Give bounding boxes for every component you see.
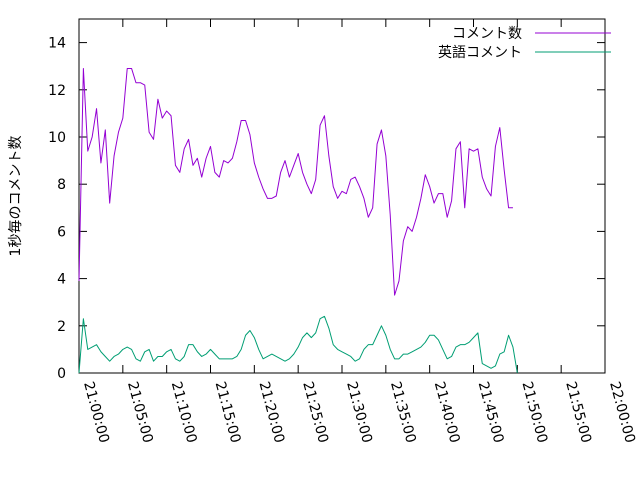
legend-label-comment-count: コメント数 [452, 26, 522, 42]
x-tick-label: 21:00:00 [80, 380, 112, 445]
series-line-comment-count [78, 68, 513, 296]
x-tick-label: 21:30:00 [343, 380, 375, 445]
y-tick-label: 14 [48, 36, 66, 52]
x-tick-label: 21:15:00 [212, 380, 244, 445]
y-tick-label: 8 [57, 177, 66, 193]
y-tick-label: 4 [57, 272, 66, 288]
y-axis-label: 1秒毎のコメント数 [8, 136, 24, 257]
x-tick-label: 21:10:00 [168, 380, 200, 445]
y-tick-label: 0 [57, 366, 66, 382]
x-tick-label: 21:40:00 [431, 380, 463, 445]
y-tick-label: 10 [48, 130, 66, 146]
x-tick-label: 21:35:00 [387, 380, 419, 445]
y-tick-label: 12 [48, 83, 66, 99]
x-tick-label: 21:50:00 [518, 380, 550, 445]
x-tick-label: 21:25:00 [299, 380, 331, 445]
x-tick-label: 21:55:00 [562, 380, 594, 445]
plot-area-frame [78, 18, 606, 374]
x-tick-label: 21:20:00 [255, 380, 287, 445]
legend-label-english-comments: 英語コメント [438, 44, 522, 61]
series-line-english-comments [78, 315, 518, 374]
x-tick-label: 21:05:00 [124, 380, 156, 445]
x-tick-label: 22:00:00 [606, 380, 638, 445]
y-tick-label: 6 [57, 224, 66, 240]
y-tick-label: 2 [57, 319, 66, 335]
x-tick-label: 21:45:00 [475, 380, 507, 445]
